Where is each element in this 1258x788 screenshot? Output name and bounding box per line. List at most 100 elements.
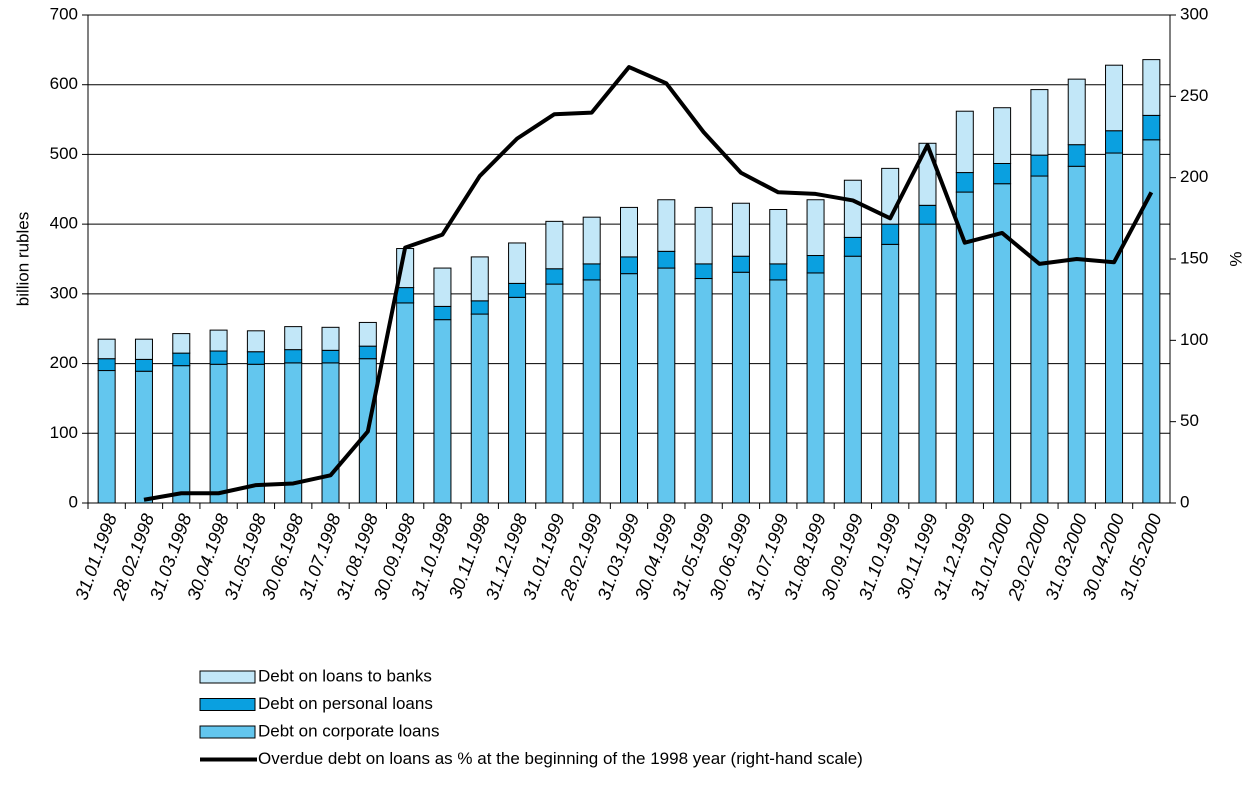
y2-tick-label: 100 [1180,330,1208,349]
bar [731,255,750,273]
bar [545,268,564,285]
bar [769,209,788,265]
y2-tick-label: 200 [1180,167,1208,186]
y-tick-label: 500 [50,144,78,163]
bar [1105,152,1124,504]
bar [396,302,415,504]
bar [284,349,303,364]
y-tick-label: 700 [50,4,78,23]
bar [582,263,601,281]
bar [843,179,862,238]
bar [881,243,900,504]
bar [582,216,601,265]
bar [321,349,340,364]
bar [545,220,564,270]
line [143,65,1154,502]
bar [1067,78,1086,146]
y-tick-label: 400 [50,214,78,233]
bar [806,199,825,257]
plot-frame [87,14,1171,504]
bar [1142,59,1161,116]
y2-tick-label: 300 [1180,4,1208,23]
bar [172,333,191,354]
y2-tick-label: 150 [1180,248,1208,267]
bar [657,199,676,252]
bar [657,267,676,504]
y-tick-label: 100 [50,423,78,442]
bar [246,330,265,353]
bar [508,296,527,504]
bar [97,358,116,372]
bar [433,305,452,321]
bar [582,279,601,504]
bar [321,362,340,504]
bar [246,351,265,365]
bar [620,256,638,275]
bar [843,255,862,504]
y2-tick-label: 250 [1180,86,1208,105]
bar [1067,165,1086,504]
bar [806,255,825,274]
bar [694,278,713,504]
bar [1105,64,1124,132]
legend-label: Debt on loans to banks [258,666,432,685]
bar [1142,114,1161,141]
bar [993,107,1012,164]
bar [358,345,377,360]
bar [1030,175,1049,504]
y-tick-label: 600 [50,74,78,93]
bar [396,287,415,304]
bar [508,282,527,298]
bar [433,267,452,307]
bar [97,370,116,504]
bar [172,365,191,504]
bar [284,326,303,351]
y2-tick-label: 0 [1180,492,1189,511]
bar [209,329,228,352]
bar [620,273,638,504]
bar [694,263,713,280]
y-tick-label: 300 [50,283,78,302]
legend-swatch [199,725,256,739]
bar [433,319,452,504]
bar [1067,144,1086,167]
bar [508,242,527,284]
bar [470,313,489,504]
bar [657,250,676,269]
legend-label: Debt on corporate loans [258,721,439,740]
bar [993,162,1012,185]
bar [1030,154,1049,177]
legend-label: Overdue debt on loans as % at the beginn… [258,749,863,768]
bar [172,352,191,367]
bar [1105,130,1124,154]
y-axis-label: billion rubles [13,212,32,307]
bar [806,272,825,504]
bar [620,206,638,258]
bar [470,256,489,302]
bar [955,110,974,174]
bar [134,338,153,360]
bar [769,279,788,504]
bar [694,206,713,265]
bar [843,236,862,257]
bar [97,338,116,360]
legend-label: Debt on personal loans [258,694,433,713]
y2-tick-label: 50 [1180,411,1199,430]
bar [918,223,937,504]
bar [955,172,974,193]
bar [246,363,265,504]
y-tick-label: 200 [50,353,78,372]
bar [321,326,340,351]
bar [731,271,750,504]
bar [769,263,788,281]
bar [731,202,750,257]
bar [134,370,153,504]
legend-swatch [199,698,256,711]
bar [1030,89,1049,156]
bar [209,363,228,504]
bar [545,283,564,504]
legend-swatch [199,670,256,684]
bar [881,223,900,245]
bar [470,300,489,315]
